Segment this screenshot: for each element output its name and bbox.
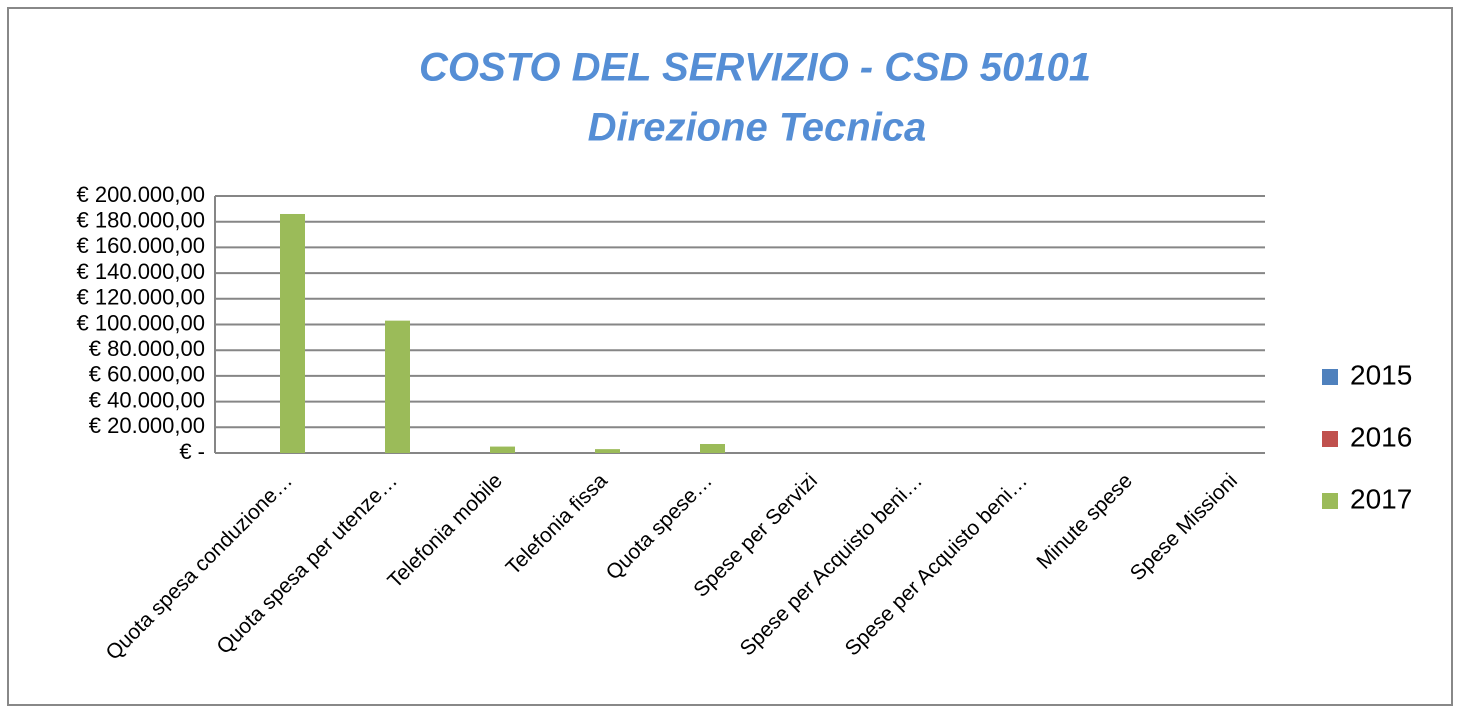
legend-swatch <box>1322 369 1338 385</box>
y-tick-label: € 160.000,00 <box>77 233 205 258</box>
y-tick-label: € 100.000,00 <box>77 310 205 335</box>
bar <box>280 213 305 453</box>
legend-label: 2015 <box>1350 359 1412 390</box>
y-tick-label: € 180.000,00 <box>77 208 205 233</box>
chart-title: COSTO DEL SERVIZIO - CSD 50101 <box>419 46 1091 90</box>
y-tick-label: € 140.000,00 <box>77 259 205 284</box>
bar <box>595 449 620 453</box>
y-tick-label: € 200.000,00 <box>77 182 205 207</box>
y-tick-label: € 80.000,00 <box>89 336 205 361</box>
y-tick-label: € 120.000,00 <box>77 285 205 310</box>
legend-swatch <box>1322 431 1338 447</box>
legend-label: 2017 <box>1350 483 1412 514</box>
bar <box>700 444 725 453</box>
y-tick-label: € 20.000,00 <box>89 413 205 438</box>
y-tick-label: € 60.000,00 <box>89 362 205 387</box>
y-tick-label: € 40.000,00 <box>89 387 205 412</box>
y-tick-label: € - <box>179 439 205 464</box>
chart-subtitle: Direzione Tecnica <box>588 106 927 150</box>
legend-label: 2016 <box>1350 421 1412 452</box>
bar <box>490 446 515 453</box>
chart-frame <box>7 7 1453 706</box>
legend-swatch <box>1322 493 1338 509</box>
bar <box>385 320 410 453</box>
